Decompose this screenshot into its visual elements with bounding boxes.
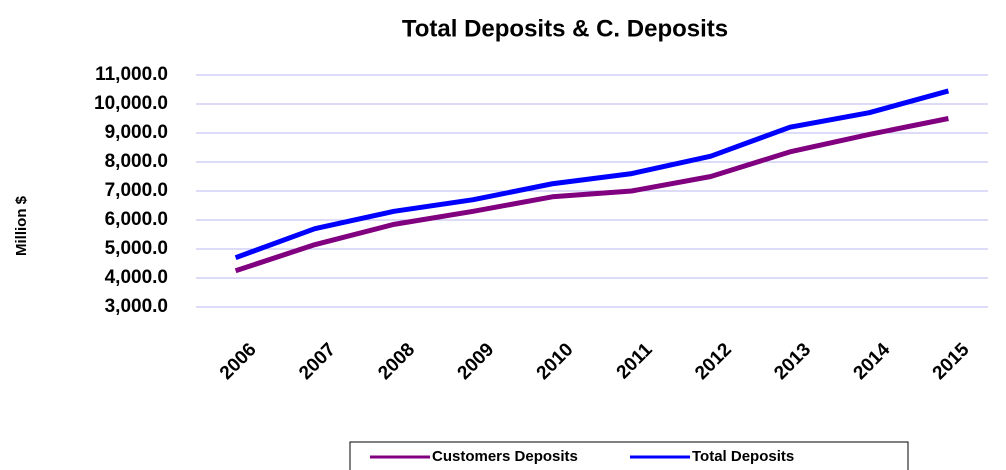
x-tick-label: 2010 (533, 339, 578, 384)
y-tick-label: 5,000.0 (105, 238, 168, 259)
y-tick-label: 6,000.0 (105, 209, 168, 230)
x-tick-label: 2009 (454, 339, 499, 384)
y-tick-label: 4,000.0 (105, 267, 168, 288)
y-tick-label: 10,000.0 (94, 93, 168, 114)
x-tick-label: 2006 (216, 339, 261, 384)
y-tick-label: 3,000.0 (105, 296, 168, 317)
x-tick-label: 2007 (295, 339, 340, 384)
x-tick-label: 2014 (850, 339, 895, 384)
y-axis-label: Million $ (13, 195, 30, 256)
y-tick-label: 11,000.0 (95, 64, 168, 85)
x-tick-label: 2008 (374, 339, 419, 384)
line-series (234, 88, 950, 261)
line-series (234, 116, 949, 274)
y-tick-label: 9,000.0 (105, 122, 168, 143)
x-tick-label: 2012 (691, 339, 736, 384)
x-tick-label: 2015 (929, 339, 974, 384)
legend-label: Total Deposits (692, 448, 794, 465)
legend (349, 441, 909, 470)
y-tick-label: 8,000.0 (105, 151, 168, 172)
x-tick-label: 2013 (770, 339, 815, 384)
x-tick-label: 2011 (613, 339, 657, 383)
y-tick-label: 7,000.0 (105, 180, 168, 201)
legend-label: Customers Deposits (432, 448, 578, 465)
chart-title: Total Deposits & C. Deposits (402, 15, 728, 42)
